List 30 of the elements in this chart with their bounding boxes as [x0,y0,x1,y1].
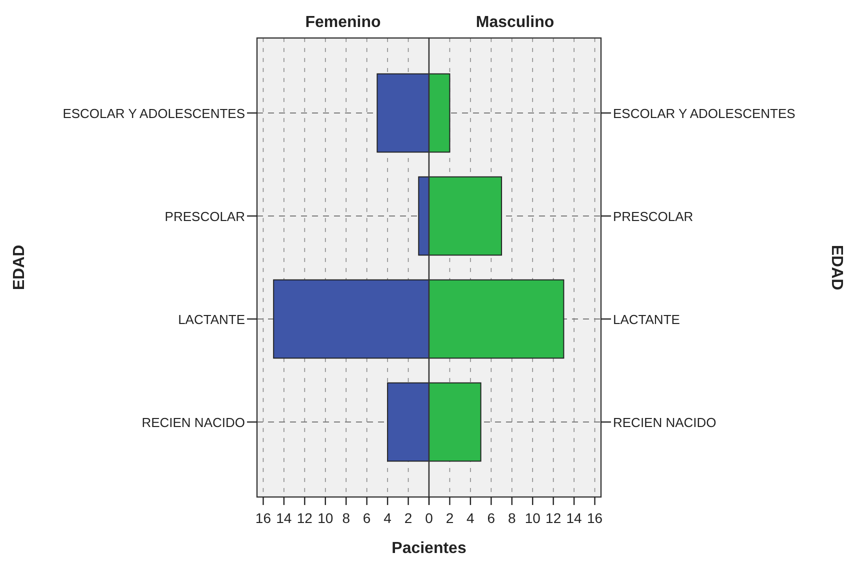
x-tick-label: 8 [508,510,516,526]
chart-title: Femenino [305,14,382,31]
x-axis-title: Pacientes [392,540,466,557]
y-tick-label: PRESCOLAR [164,208,245,224]
x-tick-label: 14 [566,510,582,526]
x-tick-label: 12 [546,510,562,526]
x-tick-label: 6 [362,510,371,526]
y-tick-label: ESCOLAR Y ADOLESCENTES [613,106,796,121]
y-tick-label: LACTANTE [613,312,680,328]
x-tick-label: 6 [487,510,496,526]
y-tick-label: ESCOLAR Y ADOLESCENTES [62,106,246,121]
x-tick-label: 2 [446,510,454,526]
y-axis-title: EDAD [11,244,28,290]
x-tick-label: 10 [318,510,334,526]
x-tick-label: 4 [384,510,392,526]
x-tick-label: 14 [276,510,292,526]
x-tick-label: 16 [586,510,603,526]
x-tick-label: 4 [466,510,475,526]
y-tick-label: LACTANTE [178,312,246,328]
y-tick-label: PRESCOLAR [613,208,694,224]
x-tick-label: 8 [342,510,350,526]
chart-title: Masculino [476,14,554,31]
x-tick-label: 0 [425,510,434,526]
x-tick-label: 16 [255,510,272,526]
y-tick-label: RECIEN NACIDO [142,415,245,430]
x-tick-label: 12 [296,510,313,526]
x-tick-label: 10 [524,510,541,526]
y-axis-title: EDAD [828,244,845,290]
y-tick-label: RECIEN NACIDO [613,415,716,430]
x-tick-label: 2 [404,510,412,526]
